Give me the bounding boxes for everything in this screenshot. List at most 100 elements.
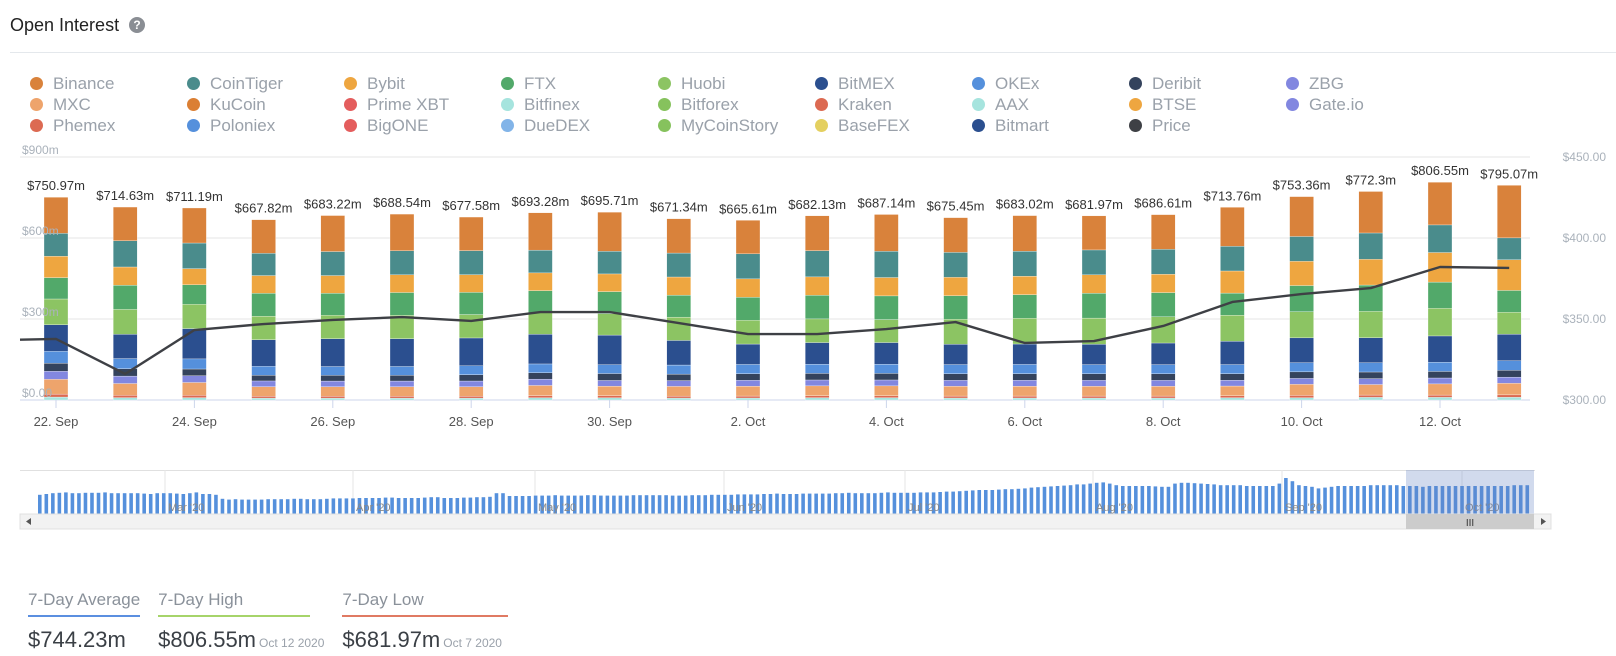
bar-segment-cointiger[interactable] bbox=[528, 249, 553, 274]
bar-stack[interactable] bbox=[1289, 196, 1314, 401]
bar-segment-kraken[interactable] bbox=[1081, 395, 1107, 399]
bar-segment-deribit[interactable] bbox=[1358, 371, 1383, 379]
bar-segment-zbg[interactable] bbox=[805, 379, 830, 387]
bar-segment-deribit[interactable] bbox=[182, 368, 207, 376]
bar-segment-binance[interactable] bbox=[528, 212, 553, 251]
bar-segment-deribit[interactable] bbox=[943, 373, 968, 381]
bar-segment-ftx[interactable] bbox=[528, 290, 553, 313]
bar-stack[interactable] bbox=[874, 214, 899, 401]
bar-segment-cointiger[interactable] bbox=[459, 250, 484, 275]
bar-segment-mxc[interactable] bbox=[1151, 386, 1176, 397]
bar-segment-zbg[interactable] bbox=[113, 375, 138, 384]
bar-stack[interactable] bbox=[1358, 191, 1383, 401]
bar-segment-kraken[interactable] bbox=[1427, 394, 1453, 398]
bar-segment-kraken[interactable] bbox=[1358, 394, 1383, 398]
bar-segment-mxc[interactable] bbox=[1012, 386, 1037, 397]
bar-segment-bitfinex[interactable] bbox=[1081, 397, 1107, 401]
bar-segment-mxc[interactable] bbox=[805, 385, 830, 396]
bar-segment-mxc[interactable] bbox=[735, 386, 761, 397]
bar-segment-zbg[interactable] bbox=[735, 380, 761, 387]
bar-stack[interactable] bbox=[1220, 207, 1245, 401]
bar-stack[interactable] bbox=[182, 207, 207, 401]
bar-segment-cointiger[interactable] bbox=[735, 253, 761, 280]
bar-stack[interactable] bbox=[735, 220, 761, 401]
legend-item-price[interactable]: Price bbox=[1129, 115, 1286, 136]
bar-segment-zbg[interactable] bbox=[1358, 378, 1383, 385]
bar-stack[interactable] bbox=[1427, 182, 1453, 401]
bar-segment-deribit[interactable] bbox=[1012, 373, 1037, 381]
bar-segment-cointiger[interactable] bbox=[113, 240, 138, 268]
legend-item-ftx[interactable]: FTX bbox=[501, 73, 658, 94]
bar-segment-ftx[interactable] bbox=[1081, 293, 1107, 319]
bar-segment-bitmex[interactable] bbox=[805, 342, 830, 365]
bar-segment-zbg[interactable] bbox=[943, 380, 968, 387]
bar-segment-deribit[interactable] bbox=[1220, 373, 1245, 381]
bar-segment-zbg[interactable] bbox=[1151, 380, 1176, 387]
bar-segment-kraken[interactable] bbox=[735, 395, 761, 399]
bar-segment-binance[interactable] bbox=[805, 215, 830, 251]
bar-segment-zbg[interactable] bbox=[1427, 377, 1453, 385]
bar-segment-binance[interactable] bbox=[320, 215, 345, 252]
bar-segment-binance[interactable] bbox=[874, 214, 899, 252]
bar-segment-zbg[interactable] bbox=[874, 379, 899, 387]
bar-segment-bitmex[interactable] bbox=[874, 342, 899, 365]
bar-segment-binance[interactable] bbox=[1358, 191, 1383, 234]
bar-segment-ftx[interactable] bbox=[735, 297, 761, 321]
bar-stack[interactable] bbox=[943, 217, 968, 401]
bar-segment-okex[interactable] bbox=[1427, 362, 1453, 372]
bar-segment-bitmex[interactable] bbox=[182, 328, 207, 360]
bar-segment-mxc[interactable] bbox=[597, 385, 622, 396]
bar-segment-bitfinex[interactable] bbox=[389, 397, 415, 401]
bar-segment-zbg[interactable] bbox=[320, 380, 345, 387]
bar-segment-zbg[interactable] bbox=[459, 380, 484, 387]
legend-item-binance[interactable]: Binance bbox=[30, 73, 187, 94]
bar-segment-bybit[interactable] bbox=[113, 266, 138, 286]
bar-segment-cointiger[interactable] bbox=[666, 252, 691, 278]
bar-segment-okex[interactable] bbox=[1289, 362, 1314, 373]
bar-segment-bybit[interactable] bbox=[805, 276, 830, 296]
bar-segment-kraken[interactable] bbox=[1220, 395, 1245, 398]
bar-segment-bitfinex[interactable] bbox=[1012, 397, 1037, 401]
bar-segment-mxc[interactable] bbox=[1289, 384, 1314, 396]
bar-segment-ftx[interactable] bbox=[459, 292, 484, 315]
bar-segment-bitfinex[interactable] bbox=[735, 397, 761, 401]
bar-segment-deribit[interactable] bbox=[528, 372, 553, 380]
bar-segment-huobi[interactable] bbox=[528, 312, 553, 335]
bar-segment-zbg[interactable] bbox=[251, 380, 276, 387]
bar-segment-ftx[interactable] bbox=[1427, 281, 1453, 309]
bar-segment-deribit[interactable] bbox=[459, 374, 484, 382]
bar-segment-bitmex[interactable] bbox=[1289, 337, 1314, 363]
bar-segment-bybit[interactable] bbox=[597, 273, 622, 292]
bar-segment-ftx[interactable] bbox=[805, 295, 830, 320]
bar-segment-bitfinex[interactable] bbox=[1289, 397, 1314, 401]
bar-segment-deribit[interactable] bbox=[735, 373, 761, 381]
bar-segment-kraken[interactable] bbox=[182, 395, 207, 398]
bar-segment-bybit[interactable] bbox=[1151, 274, 1176, 293]
bar-segment-deribit[interactable] bbox=[1497, 370, 1522, 378]
bar-stack[interactable] bbox=[666, 218, 691, 401]
bar-segment-cointiger[interactable] bbox=[874, 251, 899, 278]
legend-item-prime-xbt[interactable]: Prime XBT bbox=[344, 94, 501, 115]
bar-segment-cointiger[interactable] bbox=[389, 250, 415, 275]
bar-segment-bitfinex[interactable] bbox=[459, 397, 484, 401]
bar-segment-ftx[interactable] bbox=[1497, 290, 1522, 313]
bar-segment-binance[interactable] bbox=[1289, 196, 1314, 237]
legend-item-bitforex[interactable]: Bitforex bbox=[658, 94, 815, 115]
bar-segment-bybit[interactable] bbox=[459, 274, 484, 293]
legend-item-phemex[interactable]: Phemex bbox=[30, 115, 187, 136]
bar-segment-cointiger[interactable] bbox=[251, 253, 276, 276]
bar-segment-deribit[interactable] bbox=[874, 373, 899, 381]
bar-segment-cointiger[interactable] bbox=[1081, 249, 1107, 275]
bar-segment-kraken[interactable] bbox=[1012, 395, 1037, 399]
bar-segment-bybit[interactable] bbox=[389, 274, 415, 293]
bar-segment-kraken[interactable] bbox=[805, 395, 830, 398]
bar-segment-mxc[interactable] bbox=[1081, 386, 1107, 397]
bar-segment-bybit[interactable] bbox=[251, 275, 276, 294]
legend-item-aax[interactable]: AAX bbox=[972, 94, 1129, 115]
bar-segment-binance[interactable] bbox=[113, 206, 138, 241]
bar-segment-zbg[interactable] bbox=[1289, 378, 1314, 385]
legend-item-duedex[interactable]: DueDEX bbox=[501, 115, 658, 136]
bar-segment-binance[interactable] bbox=[1081, 215, 1107, 251]
bar-segment-binance[interactable] bbox=[1427, 182, 1453, 226]
bar-segment-bitfinex[interactable] bbox=[320, 397, 345, 401]
